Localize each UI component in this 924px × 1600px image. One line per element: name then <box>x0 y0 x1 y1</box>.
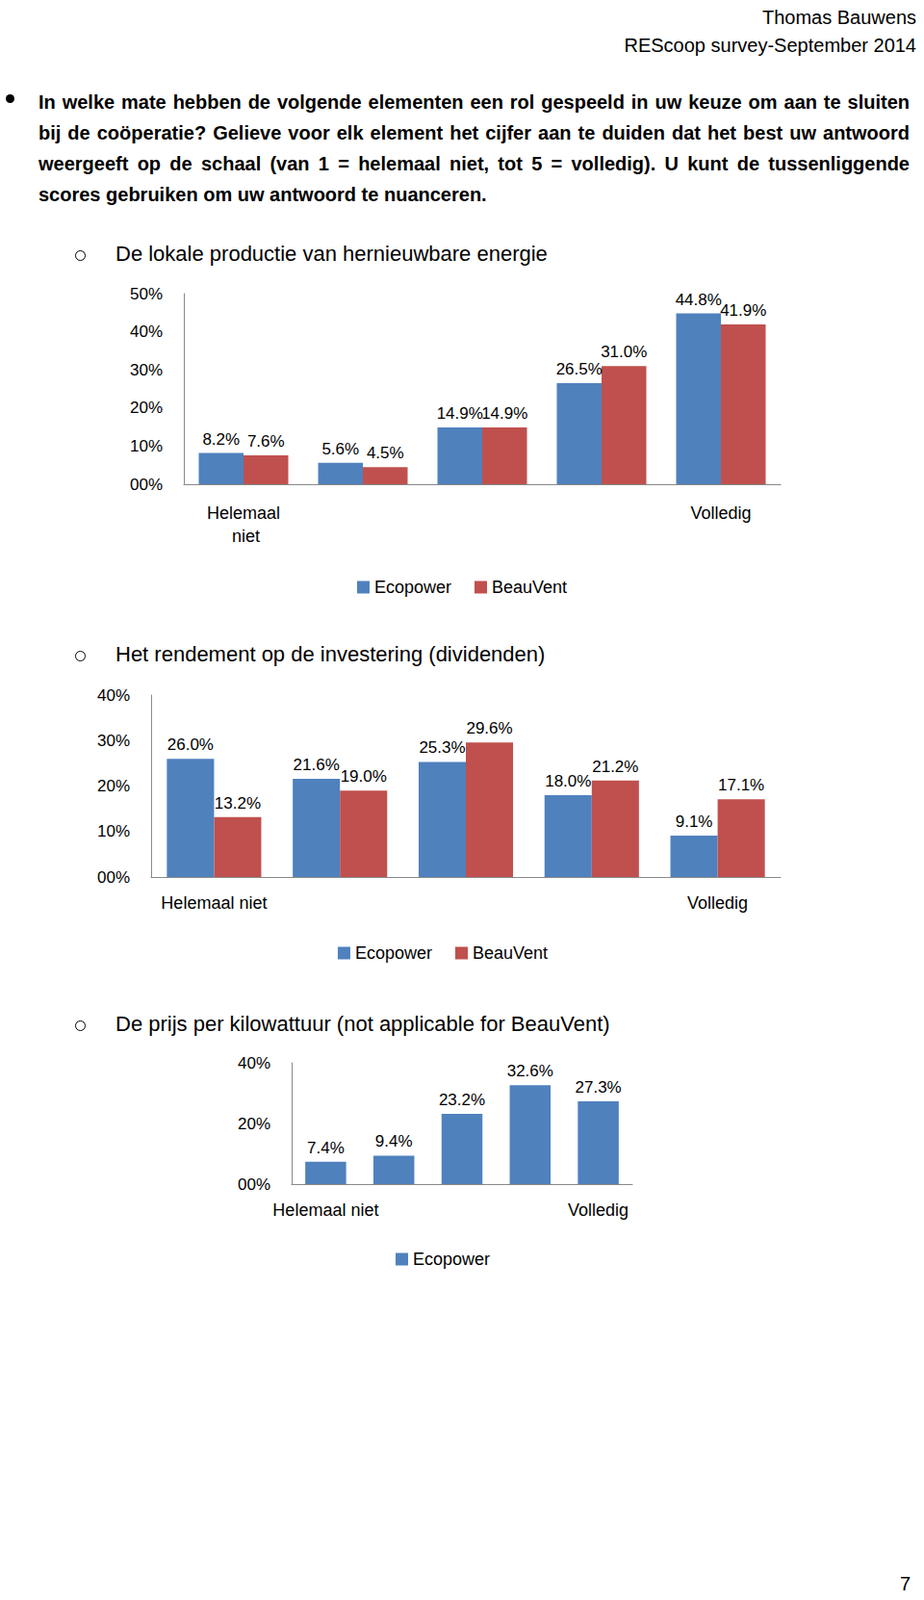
svg-text:40%: 40% <box>237 1053 271 1073</box>
svg-text:44.8%: 44.8% <box>675 290 722 309</box>
svg-text:14.9%: 14.9% <box>436 404 484 423</box>
html-text:Thomas Bauwens: Thomas Bauwens <box>762 6 917 28</box>
svg-text:20%: 20% <box>129 398 163 417</box>
svg-text:40%: 40% <box>129 322 163 341</box>
svg-text:Helemaal niet: Helemaal niet <box>272 1200 379 1220</box>
svg-text:50%: 50% <box>129 284 163 304</box>
svg-text:26.0%: 26.0% <box>167 735 214 754</box>
svg-text:BeauVent: BeauVent <box>472 943 548 963</box>
svg-text:10%: 10% <box>97 821 130 841</box>
html-text:REScoop survey-September 2014: REScoop survey-September 2014 <box>624 34 917 56</box>
svg-text:5.6%: 5.6% <box>321 439 360 459</box>
svg-text:4.5%: 4.5% <box>366 443 405 462</box>
svg-text:20%: 20% <box>237 1114 271 1133</box>
svg-text:40%: 40% <box>97 686 130 705</box>
svg-text:13.2%: 13.2% <box>214 794 261 813</box>
svg-text:Volledig: Volledig <box>687 893 748 913</box>
svg-text:26.5%: 26.5% <box>556 359 603 379</box>
html-text:In welke mate hebben de volgen: In welke mate hebben de volgende element… <box>38 91 910 206</box>
svg-text:23.2%: 23.2% <box>438 1090 486 1109</box>
svg-text:00%: 00% <box>237 1175 271 1194</box>
svg-text:Ecopower: Ecopower <box>412 1249 490 1269</box>
svg-text:7.4%: 7.4% <box>307 1138 345 1157</box>
svg-text:10%: 10% <box>129 436 163 456</box>
html-text:Het rendement op de investerin: Het rendement op de investering (dividen… <box>115 641 546 667</box>
html-text:7: 7 <box>899 1572 911 1594</box>
svg-text:Volledig: Volledig <box>567 1200 629 1220</box>
svg-text:00%: 00% <box>129 475 163 494</box>
svg-text:Volledig: Volledig <box>690 503 751 523</box>
svg-text:Helemaal: Helemaal <box>206 503 281 523</box>
svg-text:00%: 00% <box>97 868 130 887</box>
svg-text:BeauVent: BeauVent <box>491 577 567 597</box>
svg-text:9.1%: 9.1% <box>675 812 714 831</box>
svg-text:18.0%: 18.0% <box>544 771 591 791</box>
svg-text:9.4%: 9.4% <box>375 1131 413 1151</box>
svg-text:niet: niet <box>227 526 260 546</box>
svg-text:19.0%: 19.0% <box>340 767 387 786</box>
svg-text:41.9%: 41.9% <box>719 301 767 320</box>
svg-text:8.2%: 8.2% <box>202 430 240 449</box>
svg-text:Helemaal niet: Helemaal niet <box>160 893 267 913</box>
svg-text:Ecopower: Ecopower <box>355 943 433 963</box>
svg-text:7.6%: 7.6% <box>247 432 285 451</box>
svg-text:31.0%: 31.0% <box>600 342 647 361</box>
svg-text:14.9%: 14.9% <box>481 404 528 423</box>
svg-text:29.6%: 29.6% <box>465 718 513 738</box>
svg-text:30%: 30% <box>129 360 163 380</box>
svg-text:Ecopower: Ecopower <box>374 577 452 597</box>
svg-text:25.3%: 25.3% <box>418 738 465 757</box>
svg-text:21.2%: 21.2% <box>591 757 639 776</box>
html-text:De prijs per kilowattuur (not: De prijs per kilowattuur (not applicable… <box>115 1011 610 1036</box>
svg-text:32.6%: 32.6% <box>507 1061 554 1080</box>
svg-text:17.1%: 17.1% <box>718 775 765 795</box>
html-text:De lokale productie van hernie: De lokale productie van hernieuwbare ene… <box>115 241 548 266</box>
svg-text:21.6%: 21.6% <box>293 755 340 774</box>
svg-text:30%: 30% <box>97 731 130 750</box>
svg-text:20%: 20% <box>97 776 130 796</box>
svg-text:27.3%: 27.3% <box>574 1078 621 1097</box>
